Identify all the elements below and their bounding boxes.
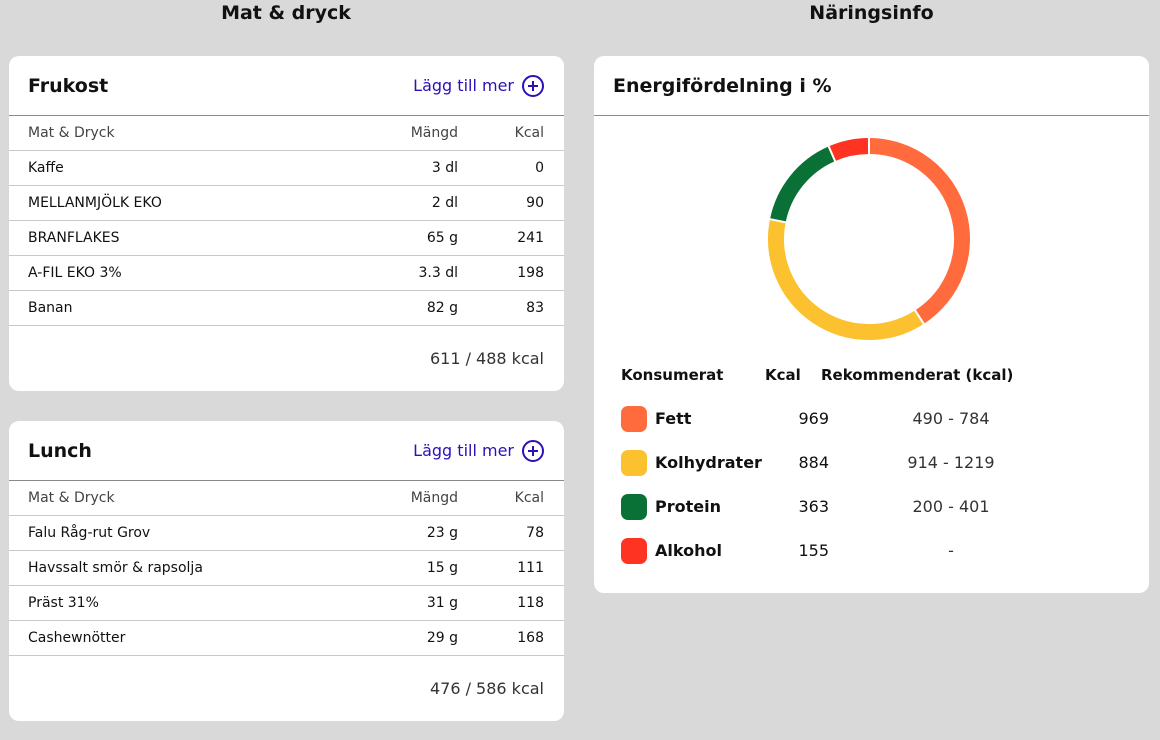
food-name: A-FIL EKO 3% <box>28 265 122 281</box>
food-qty: 29 g <box>426 630 458 646</box>
donut-slice-kolhydrater <box>768 219 924 340</box>
column-header-qty: Mängd <box>410 125 458 141</box>
table-row[interactable]: Kaffe 3 dl 0 <box>9 151 564 186</box>
food-qty: 3.3 dl <box>418 265 459 281</box>
meal-card-lunch: Lunch Lägg till mer Mat & Dryck Mängd Kc… <box>9 421 564 721</box>
donut-slice-alkohol <box>828 138 870 162</box>
food-kcal: 241 <box>517 230 544 246</box>
energy-row-alkohol: Alkohol 155 - <box>621 537 1129 565</box>
donut-slice-fett <box>868 138 970 324</box>
color-swatch <box>621 450 647 476</box>
energy-label: Alkohol <box>655 541 722 560</box>
food-kcal: 111 <box>517 560 544 576</box>
food-qty: 82 g <box>426 300 458 316</box>
energy-label: Fett <box>655 409 692 428</box>
food-kcal: 198 <box>517 265 544 281</box>
energy-recommended: 200 - 401 <box>912 497 990 516</box>
column-header-kcal: Kcal <box>514 490 544 506</box>
energy-table-header: Konsumerat Kcal Rekommenderat (kcal) <box>621 366 1129 386</box>
food-name: BRANFLAKES <box>28 230 120 246</box>
food-qty: 31 g <box>426 595 458 611</box>
meal-header: Frukost Lägg till mer <box>9 56 564 116</box>
food-kcal: 78 <box>526 525 544 541</box>
meal-header: Lunch Lägg till mer <box>9 421 564 481</box>
donut-separator <box>827 145 837 163</box>
energy-kcal: 363 <box>798 497 829 516</box>
table-row[interactable]: MELLANMJÖLK EKO 2 dl 90 <box>9 186 564 221</box>
add-more-button[interactable]: Lägg till mer <box>413 439 544 462</box>
energy-label: Protein <box>655 497 721 516</box>
column-header-qty: Mängd <box>410 490 458 506</box>
food-kcal: 90 <box>526 195 544 211</box>
column-header-name: Mat & Dryck <box>28 490 115 506</box>
color-swatch <box>621 406 647 432</box>
energy-header: Energifördelning i % <box>594 56 1149 116</box>
energy-title: Energifördelning i % <box>613 74 832 97</box>
column-header-recommended: Rekommenderat (kcal) <box>821 366 1014 384</box>
food-qty: 65 g <box>426 230 458 246</box>
add-more-button[interactable]: Lägg till mer <box>413 74 544 97</box>
energy-kcal: 155 <box>798 541 829 560</box>
donut-separator <box>913 309 926 326</box>
food-name: Kaffe <box>28 160 64 176</box>
food-name: MELLANMJÖLK EKO <box>28 195 162 211</box>
nutrition-column-title: Näringsinfo <box>809 2 934 24</box>
column-header-consumed: Konsumerat <box>621 366 724 384</box>
energy-card: Energifördelning i % Konsumerat Kcal Rek… <box>594 56 1149 593</box>
add-more-label: Lägg till mer <box>413 441 514 460</box>
table-header-row: Mat & Dryck Mängd Kcal <box>9 116 564 151</box>
food-kcal: 83 <box>526 300 544 316</box>
energy-row-fett: Fett 969 490 - 784 <box>621 405 1129 433</box>
meal-card-frukost: Frukost Lägg till mer Mat & Dryck Mängd … <box>9 56 564 391</box>
energy-recommended: - <box>948 541 954 560</box>
plus-circle-icon <box>522 74 544 97</box>
food-name: Präst 31% <box>28 595 99 611</box>
meal-total: 611 / 488 kcal <box>429 348 544 368</box>
food-qty: 15 g <box>426 560 458 576</box>
meal-title: Lunch <box>28 439 92 462</box>
food-qty: 2 dl <box>431 195 458 211</box>
donut-separator <box>768 217 787 224</box>
energy-row-kolhydrater: Kolhydrater 884 914 - 1219 <box>621 449 1129 477</box>
food-name: Havssalt smör & rapsolja <box>28 560 203 576</box>
color-swatch <box>621 494 647 520</box>
plus-circle-icon <box>522 439 544 462</box>
donut-slice-protein <box>769 146 836 223</box>
table-header-row: Mat & Dryck Mängd Kcal <box>9 481 564 516</box>
energy-label: Kolhydrater <box>655 453 762 472</box>
food-kcal: 118 <box>517 595 544 611</box>
add-more-label: Lägg till mer <box>413 76 514 95</box>
column-header-kcal: Kcal <box>765 366 801 384</box>
meal-total: 476 / 586 kcal <box>429 678 544 698</box>
table-row[interactable]: Havssalt smör & rapsolja 15 g 111 <box>9 551 564 586</box>
energy-kcal: 884 <box>798 453 829 472</box>
table-row[interactable]: Cashewnötter 29 g 168 <box>9 621 564 656</box>
table-row[interactable]: Falu Råg-rut Grov 23 g 78 <box>9 516 564 551</box>
food-kcal: 0 <box>535 160 544 176</box>
energy-donut-chart <box>768 137 970 340</box>
energy-recommended: 490 - 784 <box>912 409 990 428</box>
food-name: Falu Råg-rut Grov <box>28 525 151 541</box>
column-header-name: Mat & Dryck <box>28 125 115 141</box>
table-row[interactable]: BRANFLAKES 65 g 241 <box>9 221 564 256</box>
food-column-title: Mat & dryck <box>221 2 351 24</box>
table-row[interactable]: A-FIL EKO 3% 3.3 dl 198 <box>9 256 564 291</box>
food-kcal: 168 <box>517 630 544 646</box>
energy-recommended: 914 - 1219 <box>907 453 995 472</box>
energy-row-protein: Protein 363 200 - 401 <box>621 493 1129 521</box>
color-swatch <box>621 538 647 564</box>
table-row[interactable]: Präst 31% 31 g 118 <box>9 586 564 621</box>
table-row[interactable]: Banan 82 g 83 <box>9 291 564 326</box>
food-qty: 23 g <box>426 525 458 541</box>
food-qty: 3 dl <box>431 160 458 176</box>
column-header-kcal: Kcal <box>514 125 544 141</box>
food-name: Banan <box>28 300 73 316</box>
food-name: Cashewnötter <box>28 630 126 646</box>
energy-kcal: 969 <box>798 409 829 428</box>
meal-title: Frukost <box>28 74 109 97</box>
